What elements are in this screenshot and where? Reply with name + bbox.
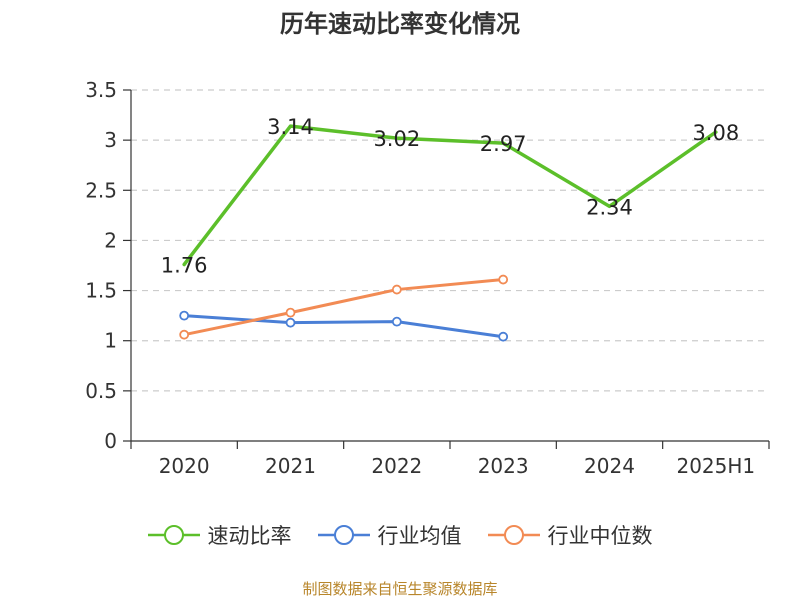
y-tick-label: 0: [104, 429, 117, 453]
y-tick-label: 2.5: [85, 178, 117, 202]
legend-label-industry-median: 行业中位数: [547, 524, 653, 548]
grid: [131, 89, 769, 392]
data-label: 2.97: [480, 132, 527, 156]
x-tick-label: 2022: [371, 454, 422, 478]
axes: 0 0.5 1 1.5 2 2.5 3 3.5 2020 2021 2022 2023 2024 2025…: [85, 78, 770, 478]
y-tick-label: 1: [104, 329, 117, 353]
data-label: 3.08: [692, 121, 739, 145]
y-tick-label: 2: [104, 228, 117, 252]
x-tick-label: 2025H1: [676, 454, 755, 478]
series-point-1: [285, 317, 296, 328]
legend-item-industry-average[interactable]: 行业均值: [317, 520, 462, 550]
chart-title: 历年速动比率变化情况: [280, 10, 520, 38]
series-point-1: [498, 331, 509, 342]
series-point-2: [498, 274, 509, 285]
legend: 速动比率 行业均值 行业中位数: [0, 520, 800, 550]
legend-label-industry-average: 行业均值: [377, 524, 462, 548]
legend-item-industry-median[interactable]: 行业中位数: [487, 520, 653, 550]
series-point-2: [391, 284, 402, 295]
legend-swatch-quick-ratio: [147, 525, 200, 545]
series-point-1: [391, 316, 402, 327]
series-line-0: [182, 124, 718, 267]
legend-label-quick-ratio: 速动比率: [207, 524, 292, 548]
y-tick-label: 1.5: [85, 279, 117, 303]
x-tick-label: 2023: [478, 454, 529, 478]
legend-item-quick-ratio[interactable]: 速动比率: [147, 520, 292, 550]
data-labels: 1.76 3.14 3.02 2.97 2.34 3.08: [161, 115, 739, 277]
data-label: 2.34: [586, 195, 633, 219]
series-lines: [179, 124, 718, 342]
legend-swatch-industry-median: [487, 525, 540, 545]
x-tick-label: 2024: [584, 454, 635, 478]
y-tick-label: 0.5: [85, 379, 117, 403]
series-point-2: [179, 329, 190, 340]
series-line-2: [182, 278, 505, 337]
legend-swatch-industry-average: [317, 525, 370, 545]
y-tick-label: 3: [104, 128, 117, 152]
series-point-2: [285, 307, 296, 318]
data-label: 1.76: [161, 253, 208, 277]
y-tick-label: 3.5: [85, 78, 117, 102]
source-note: 制图数据来自恒生聚源数据库: [302, 580, 498, 598]
data-label: 3.02: [373, 127, 420, 151]
x-tick-label: 2020: [159, 454, 210, 478]
series-line-1: [182, 314, 505, 339]
x-tick-label: 2021: [265, 454, 316, 478]
data-label: 3.14: [267, 115, 314, 139]
series-point-1: [179, 310, 190, 321]
